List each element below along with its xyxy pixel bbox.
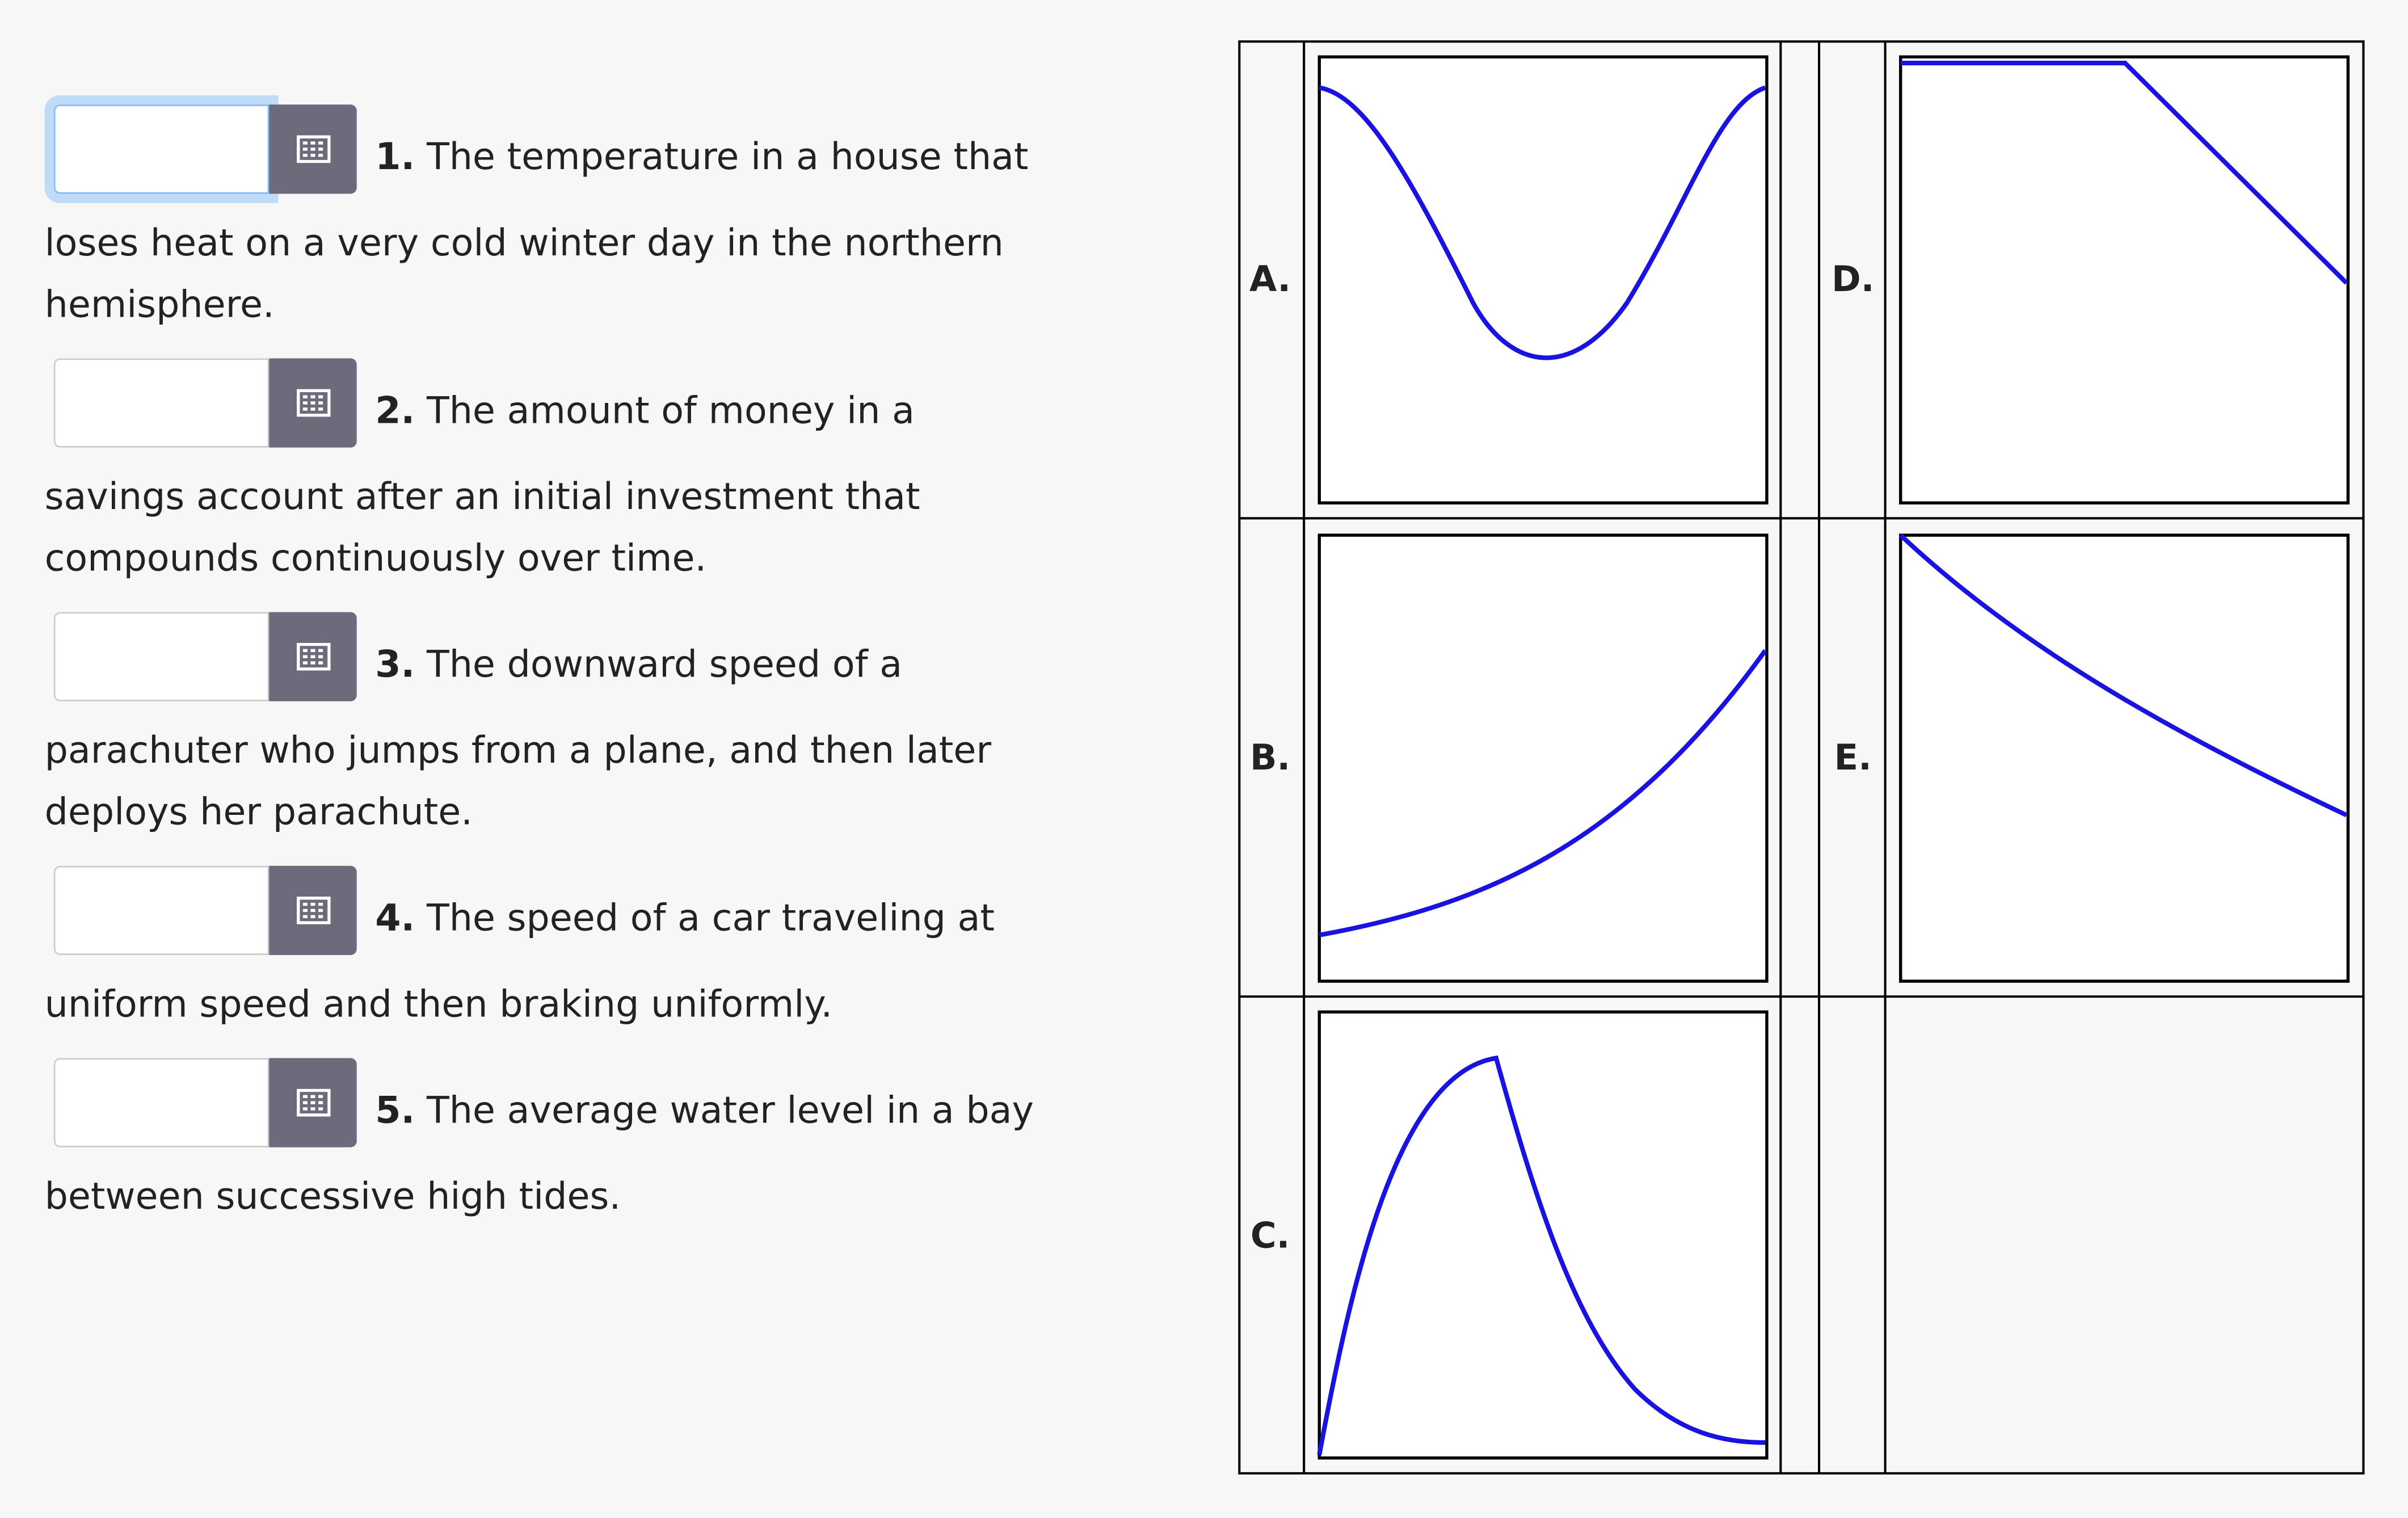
question: 5. The average water level in a bay betw… bbox=[45, 1058, 1060, 1227]
graph-label: A. bbox=[1249, 258, 1291, 300]
calculator-button[interactable] bbox=[269, 104, 357, 194]
question-text: The downward speed of a parachuter who j… bbox=[44, 642, 992, 834]
answer-input[interactable] bbox=[53, 104, 270, 194]
question-text: The speed of a car traveling at uniform … bbox=[44, 896, 995, 1026]
answer-input[interactable] bbox=[53, 358, 270, 448]
answer-group bbox=[53, 104, 357, 194]
question-number: 3. bbox=[375, 642, 415, 686]
answer-group bbox=[53, 612, 357, 701]
question-number: 5. bbox=[375, 1088, 415, 1132]
graph-label: D. bbox=[1832, 258, 1874, 300]
table-lines bbox=[1238, 40, 2365, 1475]
calc-icon bbox=[296, 642, 330, 671]
question-text: The average water level in a bay between… bbox=[44, 1088, 1034, 1218]
calculator-button[interactable] bbox=[269, 1058, 357, 1147]
answer-group bbox=[53, 865, 357, 955]
calc-icon bbox=[296, 389, 330, 417]
question-number: 2. bbox=[375, 389, 415, 432]
calc-icon bbox=[296, 1088, 330, 1117]
calc-icon bbox=[296, 135, 330, 163]
question: 3. The downward speed of a parachuter wh… bbox=[45, 612, 1060, 843]
graph-label: C. bbox=[1251, 1215, 1290, 1256]
answer-input[interactable] bbox=[53, 1058, 270, 1147]
answer-group bbox=[53, 358, 357, 448]
answer-input[interactable] bbox=[53, 612, 270, 701]
question-number: 4. bbox=[375, 896, 415, 940]
calculator-button[interactable] bbox=[269, 612, 357, 701]
answer-group bbox=[53, 1058, 357, 1147]
calculator-button[interactable] bbox=[269, 358, 357, 448]
curves bbox=[1317, 61, 2348, 1456]
graph-label: B. bbox=[1250, 737, 1290, 778]
graph-labels: A. B. C. D. E. bbox=[1249, 258, 1874, 1256]
question-text: The amount of money in a savings account… bbox=[44, 389, 920, 580]
calculator-button[interactable] bbox=[269, 865, 357, 955]
calc-icon bbox=[296, 896, 330, 924]
question-number: 1. bbox=[375, 135, 415, 179]
question-text: The temperature in a house that loses he… bbox=[44, 135, 1029, 326]
answer-input[interactable] bbox=[53, 865, 270, 955]
question: 4. The speed of a car traveling at unifo… bbox=[44, 865, 1060, 1035]
graph-label: E. bbox=[1834, 737, 1872, 778]
graph-boxes bbox=[1317, 55, 2350, 1460]
question: 2. The amount of money in a savings acco… bbox=[45, 358, 1060, 589]
question: 1. The temperature in a house that loses… bbox=[45, 104, 1060, 335]
